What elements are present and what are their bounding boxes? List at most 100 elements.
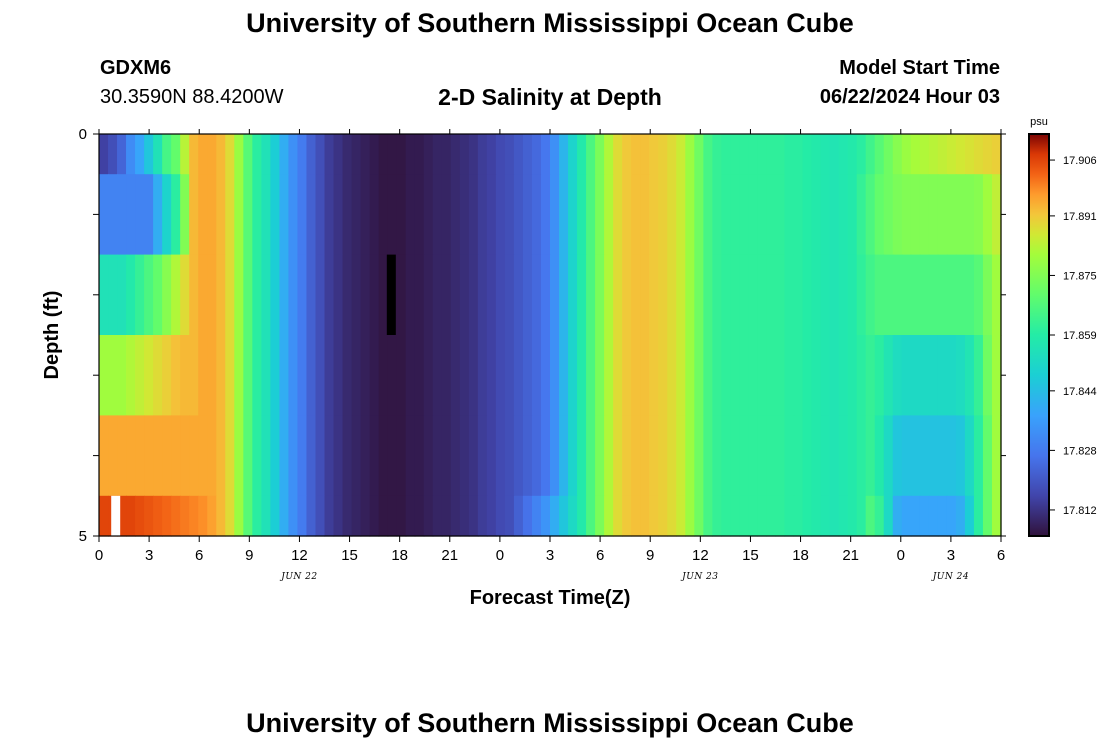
- heatmap-cell: [973, 495, 984, 537]
- heatmap-cell: [342, 174, 353, 256]
- heatmap-cell: [324, 495, 335, 537]
- heatmap-cell: [910, 134, 921, 175]
- heatmap-cell: [333, 335, 344, 416]
- heatmap-cell: [955, 254, 966, 336]
- heatmap-cell: [279, 174, 290, 256]
- heatmap-cell: [631, 415, 641, 497]
- heatmap-cell: [495, 254, 506, 336]
- heatmap-cell: [784, 335, 795, 416]
- heatmap-cell: [486, 134, 497, 175]
- colorbar-gradient: [1028, 133, 1050, 537]
- heatmap-cell: [955, 174, 966, 256]
- heatmap-cell: [270, 174, 280, 256]
- heatmap-cell: [892, 134, 903, 175]
- heatmap-cell: [928, 415, 939, 497]
- heatmap-cell: [207, 134, 217, 175]
- heatmap-cell: [640, 134, 650, 175]
- heatmap-cell: [802, 335, 813, 416]
- heatmap-cell: [595, 335, 605, 416]
- heatmap-cell: [856, 415, 867, 497]
- heatmap-cell: [459, 254, 470, 336]
- heatmap-cell: [586, 254, 596, 336]
- heatmap-cell: [432, 335, 443, 416]
- heatmap-cell: [162, 495, 172, 537]
- heatmap-cell: [99, 335, 109, 416]
- heatmap-cell: [297, 415, 308, 497]
- heatmap-cell: [360, 254, 371, 336]
- heatmap-cell: [171, 134, 181, 175]
- heatmap-cell: [658, 174, 668, 256]
- heatmap-cell: [171, 415, 181, 497]
- heatmap-cell: [423, 174, 434, 256]
- heatmap-cell: [757, 335, 768, 416]
- heatmap-cell: [586, 415, 596, 497]
- heatmap-cell: [928, 134, 939, 175]
- heatmap-cell: [279, 335, 290, 416]
- heatmap-cell: [622, 254, 632, 336]
- heatmap-cell: [847, 254, 858, 336]
- heatmap-cell: [324, 174, 335, 256]
- heatmap-cell: [991, 415, 1002, 497]
- heatmap-cell: [991, 134, 1002, 175]
- heatmap-cell: [198, 134, 208, 175]
- heatmap-cell: [99, 415, 109, 497]
- heatmap-cell: [703, 335, 713, 416]
- heatmap-cell: [432, 134, 443, 175]
- heatmap-cell: [351, 174, 362, 256]
- heatmap-cell: [667, 134, 677, 175]
- heatmap-cell: [423, 134, 434, 175]
- heatmap-cell: [522, 134, 533, 175]
- heatmap-cell: [396, 254, 407, 336]
- heatmap-cell: [739, 254, 750, 336]
- heatmap-cell: [315, 495, 326, 537]
- heatmap-cell: [270, 495, 280, 537]
- heatmap-cell: [739, 495, 750, 537]
- heatmap-cell: [405, 254, 416, 336]
- heatmap-cell: [144, 415, 154, 497]
- heatmap-cell: [180, 134, 190, 175]
- heatmap-cell: [919, 134, 930, 175]
- heatmap-cell: [468, 174, 479, 256]
- heatmap-cell: [99, 495, 109, 537]
- heatmap-cell: [207, 495, 217, 537]
- heatmap-cell: [333, 134, 344, 175]
- heatmap-cell: [973, 335, 984, 416]
- heatmap-cell: [144, 335, 154, 416]
- heatmap-cell: [604, 415, 614, 497]
- heatmap-cell: [288, 415, 299, 497]
- heatmap-cell: [784, 174, 795, 256]
- heatmap-cell: [856, 335, 867, 416]
- x-tick-label: 6: [195, 547, 203, 564]
- heatmap-cell: [883, 415, 894, 497]
- heatmap-cell: [874, 134, 885, 175]
- heatmap-cell: [189, 174, 199, 256]
- heatmap-cell: [847, 415, 858, 497]
- heatmap-cell: [531, 254, 542, 336]
- main-title: University of Southern Mississippi Ocean…: [246, 8, 854, 38]
- heatmap-cell: [126, 495, 136, 537]
- heatmap-markers: [111, 254, 396, 536]
- heatmap-cell: [468, 415, 479, 497]
- heatmap-cell: [270, 254, 280, 336]
- heatmap-cell: [829, 254, 840, 336]
- heatmap-cell: [540, 134, 551, 175]
- heatmap-cell: [108, 254, 118, 336]
- heatmap-cell: [252, 335, 262, 416]
- heatmap-cell: [730, 495, 741, 537]
- colorbar-tick-label: 17.891: [1063, 211, 1097, 223]
- heatmap-cell: [117, 415, 127, 497]
- heatmap-cell: [676, 254, 686, 336]
- heatmap-cell: [739, 415, 750, 497]
- heatmap-cell: [378, 254, 389, 336]
- heatmap-cell: [595, 134, 605, 175]
- heatmap-cell: [865, 174, 876, 256]
- heatmap-cell: [721, 174, 731, 256]
- heatmap-cell: [432, 174, 443, 256]
- heatmap-cell: [631, 254, 641, 336]
- heatmap-cell: [577, 495, 587, 537]
- heatmap-cell: [946, 495, 957, 537]
- heatmap-cell: [450, 174, 461, 256]
- heatmap-cell: [333, 495, 344, 537]
- heatmap-cell: [360, 415, 371, 497]
- y-tick-label: 0: [79, 126, 87, 143]
